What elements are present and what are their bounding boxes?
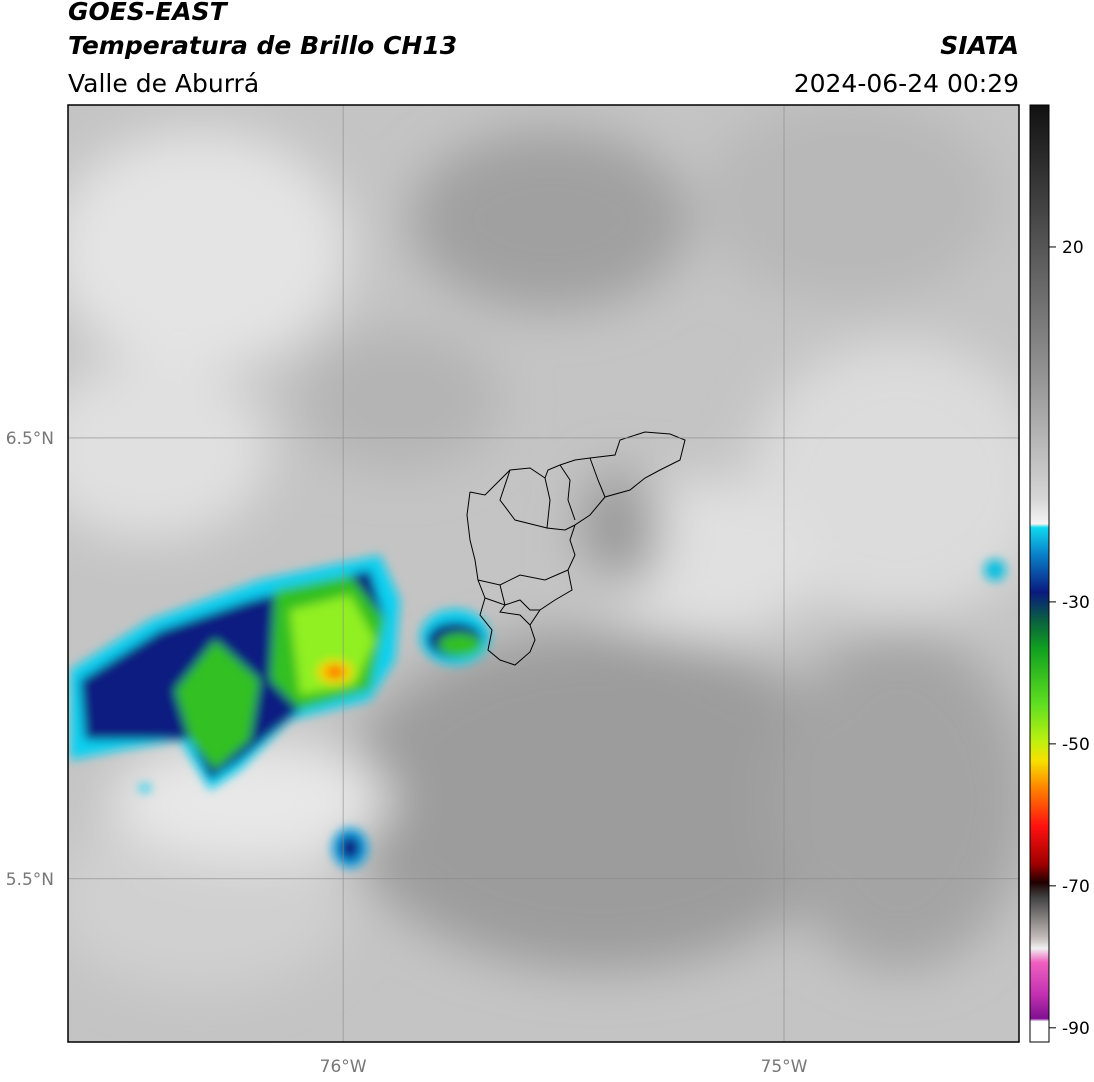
lat-label: 5.5°N xyxy=(6,870,54,890)
colorbar-tick-label: -90 xyxy=(1062,1019,1090,1039)
datetime: 2024-06-24 00:29 xyxy=(794,69,1019,98)
colorbar-tick-label: -50 xyxy=(1062,735,1090,755)
colorbar-tick-label: 20 xyxy=(1062,238,1084,258)
source: SIATA xyxy=(940,31,1019,60)
colorbar-tick-label: -70 xyxy=(1062,877,1090,897)
map-frame xyxy=(67,104,1020,1043)
subtitle: Temperatura de Brillo CH13 xyxy=(68,31,457,60)
municipal-boundaries xyxy=(466,431,686,666)
lon-label: 75°W xyxy=(761,1057,808,1077)
title: GOES-EAST xyxy=(68,0,229,26)
colorbar xyxy=(1029,104,1050,1043)
colorbar-tick-label: -30 xyxy=(1062,593,1090,613)
lon-label: 76°W xyxy=(320,1057,367,1077)
satellite-image xyxy=(68,105,1019,1042)
lat-label: 6.5°N xyxy=(6,429,54,449)
region: Valle de Aburrá xyxy=(68,69,259,98)
